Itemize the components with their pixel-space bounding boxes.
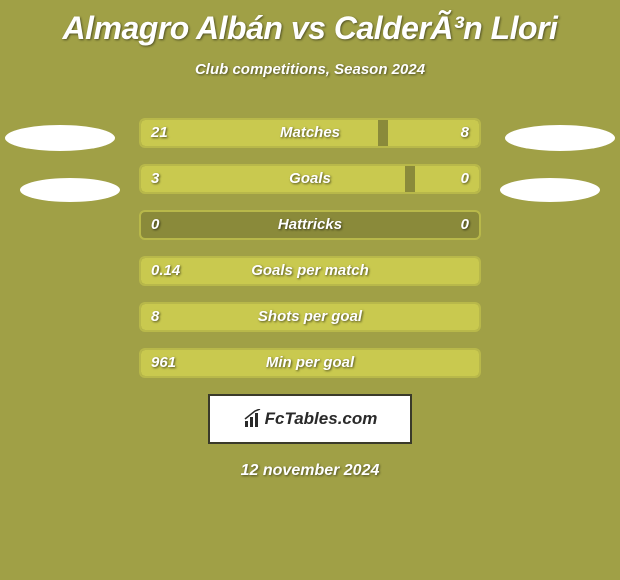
date-label: 12 november 2024 — [0, 462, 620, 480]
chart-icon — [243, 409, 263, 429]
subtitle: Club competitions, Season 2024 — [0, 61, 620, 78]
stat-label: Goals — [141, 166, 479, 192]
fctables-logo: FcTables.com — [208, 394, 412, 444]
logo-label: FcTables.com — [265, 409, 378, 429]
stat-row: 30Goals — [139, 164, 481, 194]
stat-label: Goals per match — [141, 258, 479, 284]
stat-label: Matches — [141, 120, 479, 146]
stat-row: 961Min per goal — [139, 348, 481, 378]
stat-row: 8Shots per goal — [139, 302, 481, 332]
comparison-chart: 218Matches 30Goals 00Hattricks 0.14Goals pe… — [0, 118, 620, 378]
stat-row: 218Matches — [139, 118, 481, 148]
stat-row: 00Hattricks — [139, 210, 481, 240]
stat-label: Hattricks — [141, 212, 479, 238]
stat-row: 0.14Goals per match — [139, 256, 481, 286]
page-title: Almagro Albán vs CalderÃ³n Llori — [0, 0, 620, 47]
stat-label: Shots per goal — [141, 304, 479, 330]
logo-text: FcTables.com — [243, 409, 378, 429]
stat-label: Min per goal — [141, 350, 479, 376]
